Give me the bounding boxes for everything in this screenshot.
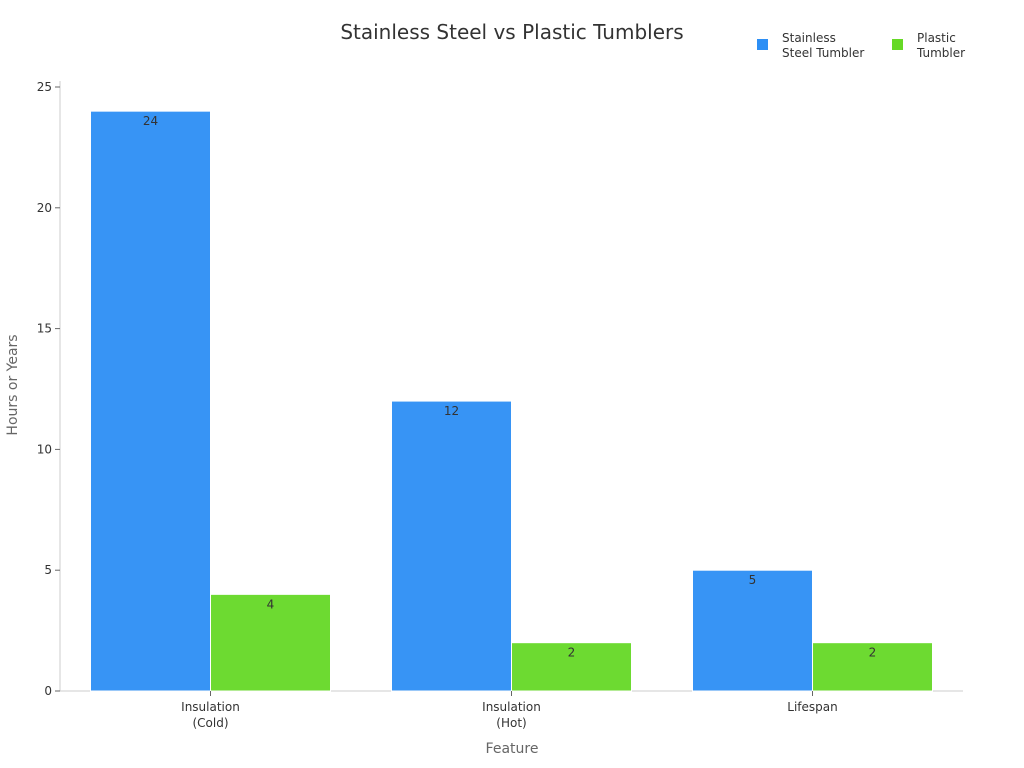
bar-plastic-0[interactable]	[210, 593, 331, 692]
legend-swatch-stainless	[757, 39, 768, 50]
data-label: 4	[267, 597, 275, 611]
bar-plastic-2[interactable]	[812, 642, 933, 692]
bar-stainless-2[interactable]	[692, 569, 813, 692]
legend: Stainless Steel Tumbler Plastic Tumbler	[757, 31, 977, 61]
bar-stainless-0[interactable]	[90, 110, 211, 692]
bar-stainless-1[interactable]	[391, 400, 512, 692]
x-tick-label: (Cold)	[192, 716, 228, 730]
legend-item-stainless[interactable]: Stainless Steel Tumbler	[757, 31, 872, 61]
legend-swatch-plastic	[892, 39, 903, 50]
x-axis-label: Feature	[485, 741, 539, 757]
data-label: 2	[869, 646, 877, 660]
bar-plastic-1[interactable]	[511, 642, 632, 692]
y-tick-label: 0	[44, 684, 52, 698]
y-tick-label: 20	[37, 201, 52, 215]
y-tick-label: 25	[37, 80, 52, 94]
data-label: 24	[143, 114, 158, 128]
data-label: 12	[444, 404, 459, 418]
chart-title: Stainless Steel vs Plastic Tumblers	[340, 20, 684, 44]
x-tick-label: Lifespan	[787, 700, 837, 714]
y-tick-label: 15	[37, 322, 52, 336]
legend-label-plastic: Plastic Tumbler	[917, 31, 966, 60]
x-tick-label: Insulation	[181, 700, 240, 714]
legend-item-plastic[interactable]: Plastic Tumbler	[892, 31, 977, 61]
x-tick-label: (Hot)	[496, 716, 526, 730]
data-label: 5	[749, 573, 757, 587]
data-label: 2	[568, 646, 576, 660]
legend-label-stainless: Stainless Steel Tumbler	[782, 31, 865, 60]
y-tick-label: 5	[44, 563, 52, 577]
y-tick-label: 10	[37, 442, 52, 456]
x-tick-label: Insulation	[482, 700, 541, 714]
